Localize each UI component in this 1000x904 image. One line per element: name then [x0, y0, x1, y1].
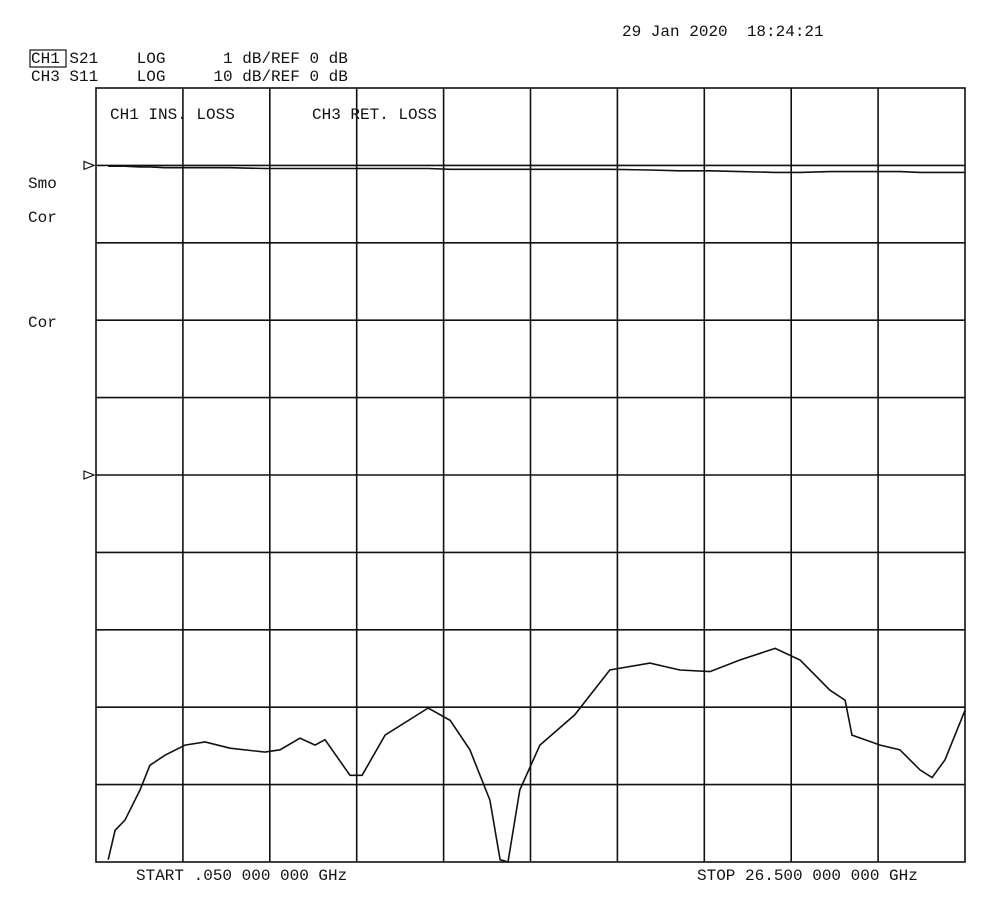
legend-entry: CH1 INS. LOSS	[110, 106, 235, 124]
trace	[108, 165, 965, 174]
start-label: START .050 000 000 GHz	[136, 867, 347, 885]
status-label: Smo	[28, 175, 57, 193]
reference-marker	[83, 160, 96, 171]
status-label: Cor	[28, 314, 57, 332]
active-channel-box	[29, 49, 67, 68]
header-line: CH3 S11 LOG 10 dB/REF 0 dB	[31, 68, 348, 86]
legend-entry: CH3 RET. LOSS	[312, 106, 437, 124]
stop-label: STOP 26.500 000 000 GHz	[697, 867, 918, 885]
timestamp: 29 Jan 2020 18:24:21	[622, 23, 824, 41]
reference-marker	[83, 470, 96, 480]
header-line: CH1 S21 LOG 1 dB/REF 0 dB	[31, 50, 348, 68]
graticule	[95, 87, 966, 863]
status-label: Cor	[28, 209, 57, 227]
trace	[107, 647, 966, 864]
